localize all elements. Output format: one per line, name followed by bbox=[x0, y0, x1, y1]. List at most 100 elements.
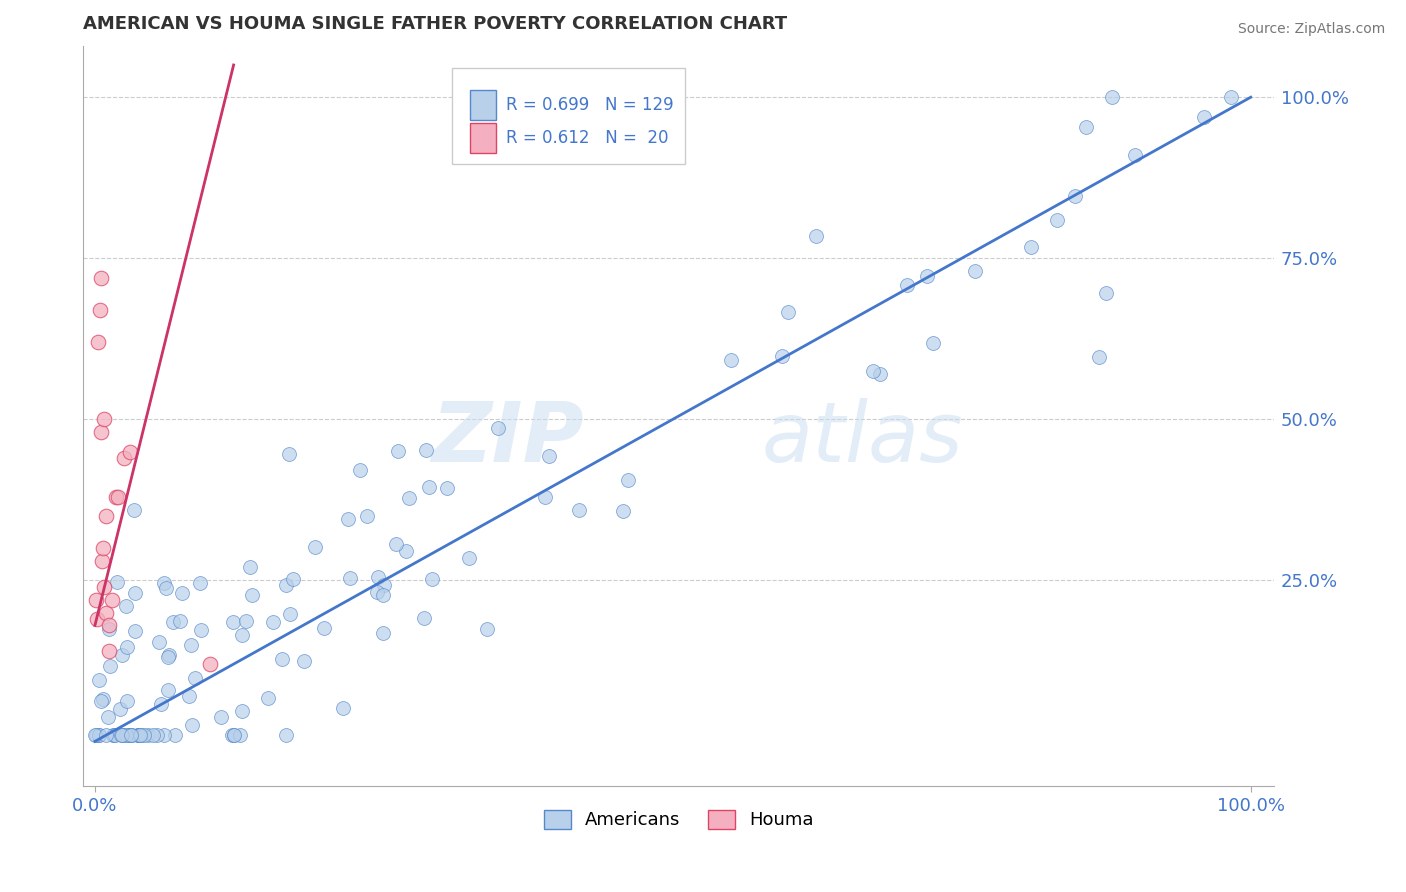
Point bbox=[103, 728, 125, 742]
Point bbox=[97, 618, 120, 632]
Point bbox=[172, 586, 194, 600]
Point bbox=[612, 504, 634, 518]
Point bbox=[349, 462, 371, 476]
Point bbox=[385, 537, 408, 551]
Point bbox=[181, 718, 204, 732]
Point bbox=[184, 671, 207, 685]
Text: ZIP: ZIP bbox=[430, 398, 583, 479]
Point bbox=[200, 657, 222, 671]
Text: R = 0.612   N =  20: R = 0.612 N = 20 bbox=[506, 129, 668, 147]
Point bbox=[1019, 240, 1042, 254]
Point bbox=[336, 512, 359, 526]
Bar bbox=[470, 123, 496, 153]
Point bbox=[165, 728, 187, 742]
Point bbox=[91, 541, 114, 555]
Text: AMERICAN VS HOUMA SINGLE FATHER POVERTY CORRELATION CHART: AMERICAN VS HOUMA SINGLE FATHER POVERTY … bbox=[83, 15, 787, 33]
Point bbox=[152, 576, 174, 591]
Point bbox=[1088, 350, 1111, 364]
Point bbox=[89, 302, 111, 317]
Point bbox=[120, 728, 142, 742]
Text: R = 0.699   N = 129: R = 0.699 N = 129 bbox=[506, 96, 673, 114]
Point bbox=[101, 592, 124, 607]
Point bbox=[1063, 189, 1085, 203]
Point bbox=[1095, 286, 1118, 301]
Point bbox=[806, 229, 828, 244]
Point bbox=[413, 610, 436, 624]
Point bbox=[221, 728, 243, 742]
Point bbox=[107, 490, 129, 504]
Point bbox=[87, 334, 110, 349]
Point bbox=[96, 728, 118, 742]
Point bbox=[240, 588, 263, 602]
Point bbox=[142, 728, 165, 742]
Point bbox=[86, 612, 108, 626]
Point bbox=[111, 728, 134, 742]
Point bbox=[776, 305, 799, 319]
Point bbox=[146, 728, 169, 742]
Point bbox=[115, 728, 138, 742]
Point bbox=[118, 728, 141, 742]
Point bbox=[157, 650, 180, 665]
Bar bbox=[470, 90, 496, 120]
Point bbox=[90, 270, 112, 285]
Point bbox=[149, 698, 172, 712]
Point bbox=[537, 449, 560, 463]
Point bbox=[89, 673, 111, 688]
Point bbox=[332, 701, 354, 715]
Point bbox=[87, 728, 110, 742]
Point bbox=[127, 728, 149, 742]
Point bbox=[398, 491, 420, 505]
Text: atlas: atlas bbox=[762, 398, 963, 479]
Point bbox=[373, 578, 395, 592]
Point bbox=[153, 728, 176, 742]
Point bbox=[617, 473, 640, 487]
Point bbox=[257, 690, 280, 705]
Point bbox=[869, 367, 891, 381]
Point bbox=[188, 576, 211, 591]
Point bbox=[271, 651, 294, 665]
Point bbox=[274, 728, 297, 742]
Point bbox=[770, 349, 793, 363]
Point bbox=[209, 709, 232, 723]
Point bbox=[169, 614, 191, 628]
Point bbox=[312, 621, 335, 635]
Point bbox=[121, 728, 143, 742]
Point bbox=[117, 728, 139, 742]
Point bbox=[136, 728, 159, 742]
Point bbox=[367, 570, 389, 584]
Point bbox=[304, 540, 326, 554]
Point bbox=[148, 635, 170, 649]
Point bbox=[110, 728, 132, 742]
Point bbox=[339, 571, 361, 585]
Point bbox=[534, 490, 557, 504]
Point bbox=[132, 728, 155, 742]
Point bbox=[222, 728, 245, 742]
Point bbox=[387, 444, 409, 458]
Point bbox=[120, 728, 142, 742]
Point bbox=[155, 581, 177, 595]
Point bbox=[118, 728, 141, 742]
Point bbox=[231, 628, 253, 642]
Point bbox=[276, 578, 298, 592]
Point bbox=[114, 599, 136, 613]
Point bbox=[101, 728, 124, 742]
Point bbox=[104, 490, 127, 504]
Point bbox=[568, 503, 591, 517]
Point bbox=[91, 692, 114, 706]
Point bbox=[395, 544, 418, 558]
Point bbox=[93, 580, 115, 594]
Point bbox=[162, 615, 184, 630]
Point bbox=[281, 572, 304, 586]
Point bbox=[239, 560, 262, 574]
Point bbox=[84, 728, 107, 742]
Point bbox=[98, 659, 121, 673]
Point bbox=[222, 728, 245, 742]
Point bbox=[436, 481, 458, 495]
Point bbox=[157, 683, 180, 698]
Point bbox=[180, 638, 202, 652]
Point bbox=[118, 444, 141, 458]
Point bbox=[371, 625, 394, 640]
Point bbox=[278, 607, 301, 622]
Point bbox=[84, 592, 107, 607]
Point bbox=[111, 728, 134, 742]
